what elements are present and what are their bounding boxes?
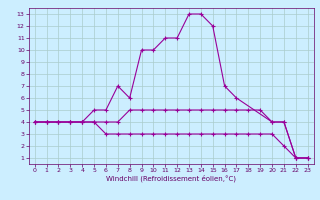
X-axis label: Windchill (Refroidissement éolien,°C): Windchill (Refroidissement éolien,°C) bbox=[106, 175, 236, 182]
